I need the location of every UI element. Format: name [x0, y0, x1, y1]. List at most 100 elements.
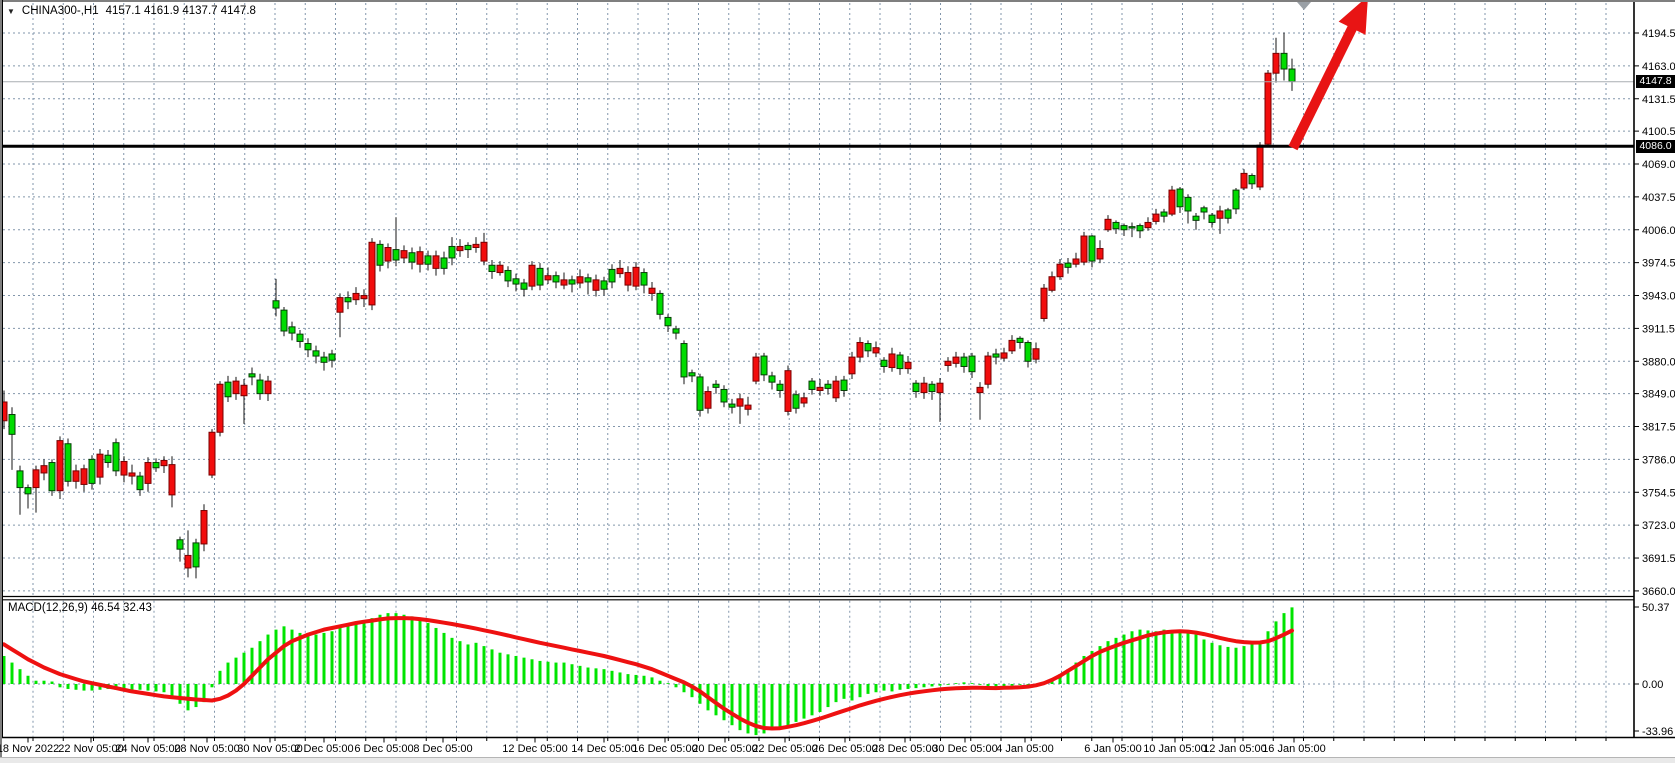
- candle-down: [232, 380, 240, 395]
- time-axis-label: 6 Jan 05:00: [1084, 743, 1142, 755]
- candle-down: [856, 341, 864, 358]
- candle-down: [400, 250, 408, 259]
- candle-down: [456, 245, 464, 252]
- chart-shift-marker-icon[interactable]: [1297, 2, 1311, 10]
- candle-up: [1160, 211, 1168, 217]
- price-tick-label: 3754.5: [1642, 487, 1675, 499]
- symbol-dropdown-icon[interactable]: ▼: [7, 7, 15, 16]
- candle-up: [152, 462, 160, 469]
- candle-down: [496, 264, 504, 274]
- time-axis-label: 4 Jan 05:00: [996, 743, 1054, 755]
- price-tick-label: 3786.0: [1642, 454, 1675, 466]
- candle-up: [288, 326, 296, 334]
- candle-up: [8, 414, 16, 435]
- candle-up: [1208, 214, 1216, 223]
- candle-down: [1032, 348, 1040, 360]
- time-axis-label: 12 Dec 05:00: [502, 743, 567, 755]
- candle-down: [184, 554, 192, 569]
- chart-title: ▼ CHINA300-,H1 4157.1 4161.9 4137.7 4147…: [7, 5, 256, 18]
- price-tick-label: 4006.0: [1642, 225, 1675, 237]
- candle-up: [408, 252, 416, 263]
- candle-up: [680, 343, 688, 378]
- candle-up: [840, 379, 848, 392]
- price-tick-label: 4194.5: [1642, 28, 1675, 40]
- time-axis-label: 10 Jan 05:00: [1143, 743, 1207, 755]
- candle-up: [304, 343, 312, 351]
- candle-down: [480, 241, 488, 262]
- candle-up: [224, 381, 232, 398]
- time-axis-label: 2 Dec 05:00: [294, 743, 353, 755]
- window-bottom-strip: [0, 758, 1675, 763]
- candle-up: [280, 309, 288, 332]
- candle-down: [984, 355, 992, 385]
- candle-up: [1088, 235, 1096, 262]
- candle-down: [168, 464, 176, 496]
- candle-up: [1064, 262, 1072, 268]
- candle-down: [1048, 276, 1056, 291]
- price-tick-label: 4131.5: [1642, 94, 1675, 106]
- candle-down: [736, 398, 744, 407]
- candle-down: [72, 470, 80, 482]
- candle-down: [96, 453, 104, 478]
- time-axis-label: 22 Nov 05:00: [58, 743, 123, 755]
- candle-up: [672, 328, 680, 334]
- candle-down: [872, 347, 880, 354]
- candle-down: [240, 384, 248, 397]
- candle-down: [1056, 263, 1064, 278]
- candle-up: [568, 279, 576, 285]
- price-tick-label: 3691.5: [1642, 553, 1675, 565]
- candle-up: [664, 316, 672, 327]
- candle-down: [1072, 258, 1080, 265]
- candle-up: [600, 280, 608, 290]
- candle-up: [1224, 209, 1232, 219]
- candle-up: [512, 278, 520, 285]
- candle-down: [920, 382, 928, 394]
- candle-up: [112, 442, 120, 472]
- candle-down: [416, 251, 424, 265]
- candle-up: [896, 354, 904, 370]
- candle-up: [968, 355, 976, 373]
- candle-up: [248, 373, 256, 378]
- candle-up: [656, 292, 664, 315]
- candle-down: [160, 459, 168, 467]
- candle-down: [648, 287, 656, 294]
- macd-signal-line: [2, 616, 1294, 731]
- candle-down: [144, 462, 152, 484]
- candle-down: [800, 397, 808, 404]
- time-axis-label: 16 Dec 05:00: [632, 743, 697, 755]
- macd-tick-label: 50.37: [1642, 602, 1670, 614]
- price-tick-label: 3817.5: [1642, 422, 1675, 434]
- candle-up: [136, 475, 144, 491]
- candle-up: [48, 462, 56, 492]
- time-axis-label: 26 Dec 05:00: [812, 743, 877, 755]
- candle-down: [1096, 248, 1104, 260]
- candle-up: [1200, 207, 1208, 213]
- candle-down: [888, 353, 896, 369]
- candle-down: [264, 380, 272, 395]
- price-tick-label: 3974.5: [1642, 258, 1675, 270]
- candle-up: [1176, 188, 1184, 208]
- candle-down: [1272, 52, 1280, 74]
- candle-up: [696, 376, 704, 411]
- time-axis-label: 18 Nov 2022: [0, 743, 59, 755]
- candle-up: [824, 383, 832, 389]
- candle-up: [640, 272, 648, 286]
- candle-down: [1104, 218, 1112, 231]
- candle-up: [104, 454, 112, 464]
- time-axis-label: 6 Dec 05:00: [354, 743, 413, 755]
- candle-down: [40, 465, 48, 474]
- time-axis-label: 20 Dec 05:00: [692, 743, 757, 755]
- candle-down: [1264, 72, 1272, 145]
- time-axis-label: 30 Nov 05:00: [237, 743, 302, 755]
- candle-down: [352, 292, 360, 301]
- price-tick-label: 4100.5: [1642, 126, 1675, 138]
- candle-down: [976, 386, 984, 394]
- candle-down: [1040, 287, 1048, 319]
- candle-down: [208, 431, 216, 476]
- trend-arrow-annotation[interactable]: [1288, 0, 1368, 151]
- candle-down: [832, 380, 840, 399]
- candle-up: [320, 356, 328, 363]
- price-tick-label: 4163.0: [1642, 61, 1675, 73]
- candle-down: [120, 460, 128, 476]
